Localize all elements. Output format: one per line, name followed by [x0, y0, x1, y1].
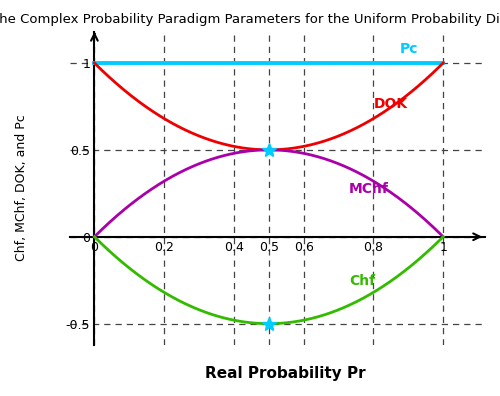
Y-axis label: Chf, MChf, DOK, and Pc: Chf, MChf, DOK, and Pc: [16, 115, 28, 261]
Text: Chf: Chf: [349, 274, 375, 288]
Text: MChf: MChf: [349, 182, 389, 196]
Text: Pc: Pc: [400, 42, 418, 55]
Text: DOK: DOK: [374, 97, 408, 111]
Title: The Complex Probability Paradigm Parameters for the Uniform Probability Distribu: The Complex Probability Paradigm Paramet…: [0, 13, 500, 27]
X-axis label: Real Probability Pr: Real Probability Pr: [206, 366, 366, 381]
